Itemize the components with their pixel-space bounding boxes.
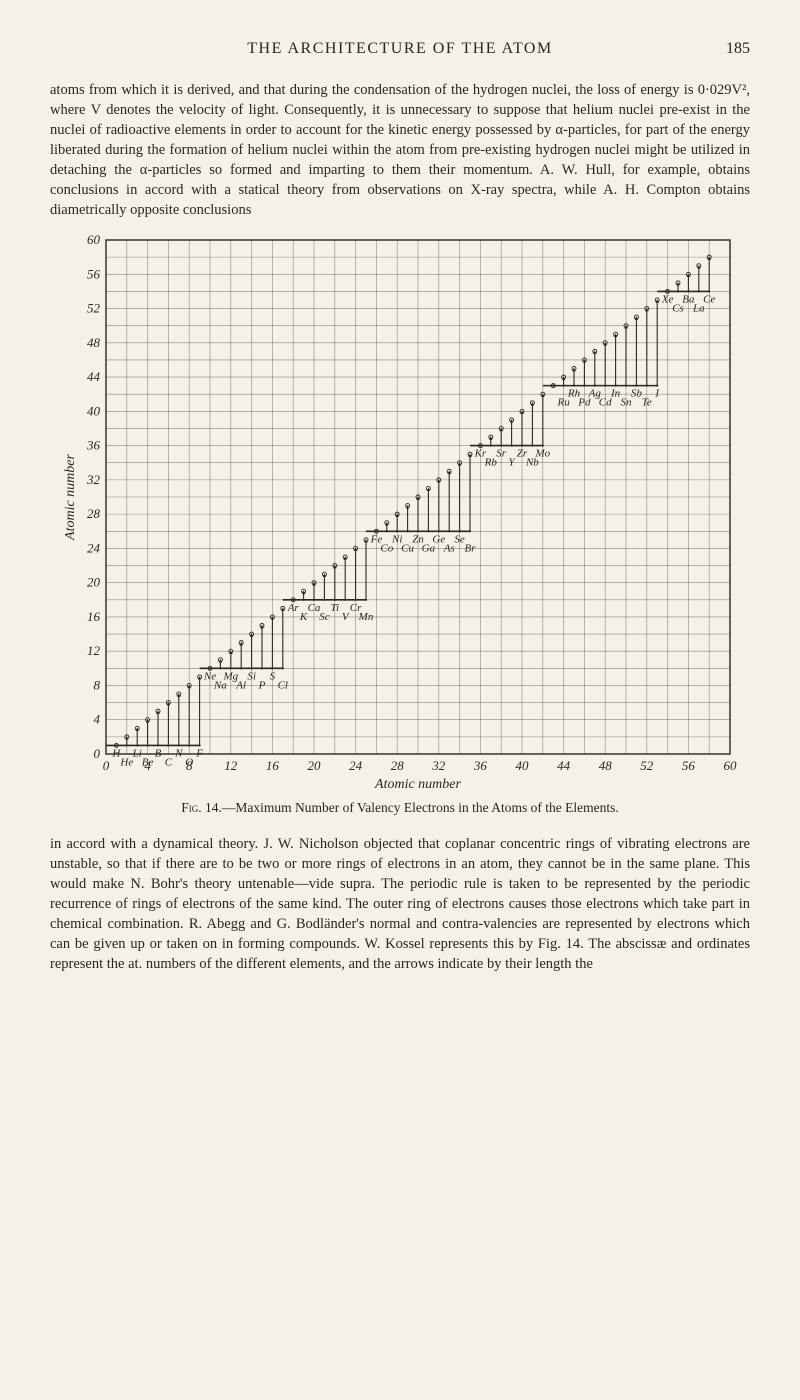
svg-text:Mo: Mo [534, 448, 550, 460]
svg-text:In: In [610, 388, 621, 400]
svg-text:N: N [174, 747, 183, 759]
svg-text:Cl: Cl [278, 679, 288, 691]
svg-text:O: O [185, 756, 193, 768]
svg-text:P: P [258, 679, 266, 691]
body-paragraph-1: atoms from which it is derived, and that… [50, 80, 750, 220]
svg-text:20: 20 [87, 575, 101, 590]
svg-text:8: 8 [94, 677, 101, 692]
svg-text:Ti: Ti [331, 602, 340, 614]
svg-text:12: 12 [224, 758, 238, 773]
svg-text:F: F [195, 747, 203, 759]
svg-text:32: 32 [431, 758, 446, 773]
svg-text:32: 32 [86, 472, 101, 487]
svg-text:Li: Li [132, 747, 142, 759]
page-number: 185 [710, 40, 750, 58]
svg-text:Sr: Sr [496, 448, 507, 460]
svg-text:28: 28 [391, 758, 405, 773]
svg-text:4: 4 [94, 712, 101, 727]
caption-text: —Maximum Number of Valency Electrons in … [222, 800, 619, 815]
svg-text:Atomic number: Atomic number [374, 777, 461, 792]
svg-text:20: 20 [308, 758, 322, 773]
svg-text:Si: Si [247, 670, 256, 682]
svg-text:24: 24 [87, 540, 101, 555]
svg-text:Te: Te [642, 397, 652, 409]
svg-text:Be: Be [142, 756, 154, 768]
svg-text:S: S [270, 670, 276, 682]
svg-text:Mn: Mn [358, 611, 374, 623]
svg-text:48: 48 [599, 758, 613, 773]
svg-text:48: 48 [87, 335, 101, 350]
svg-text:K: K [299, 611, 308, 623]
svg-text:60: 60 [87, 234, 101, 247]
svg-text:Sc: Sc [319, 611, 330, 623]
svg-text:0: 0 [103, 758, 110, 773]
caption-prefix: Fig. 14. [181, 800, 222, 815]
body-paragraph-2: in accord with a dynamical theory. J. W.… [50, 834, 750, 974]
svg-text:12: 12 [87, 643, 101, 658]
svg-text:40: 40 [87, 403, 101, 418]
svg-text:56: 56 [87, 266, 101, 281]
running-head: THE ARCHITECTURE OF THE ATOM [90, 40, 710, 58]
svg-text:Atomic number: Atomic number [63, 453, 78, 540]
svg-text:Br: Br [465, 542, 477, 554]
figure-caption: Fig. 14.—Maximum Number of Valency Elect… [50, 800, 750, 816]
svg-text:52: 52 [87, 301, 101, 316]
figure-14-chart: 0481216202428323640444852566048121620242… [60, 234, 740, 794]
svg-text:44: 44 [557, 758, 571, 773]
svg-text:16: 16 [87, 609, 101, 624]
svg-text:Ar: Ar [287, 602, 300, 614]
svg-text:He: He [119, 756, 133, 768]
svg-text:44: 44 [87, 369, 101, 384]
svg-text:40: 40 [516, 758, 530, 773]
svg-text:Se: Se [454, 533, 465, 545]
svg-text:Ce: Ce [703, 293, 715, 305]
svg-text:Sb: Sb [631, 388, 643, 400]
svg-text:B: B [155, 747, 162, 759]
svg-text:As: As [443, 542, 455, 554]
svg-text:C: C [165, 756, 173, 768]
svg-text:28: 28 [87, 506, 101, 521]
svg-text:36: 36 [86, 438, 101, 453]
svg-text:Al: Al [235, 679, 246, 691]
svg-text:16: 16 [266, 758, 280, 773]
svg-text:52: 52 [640, 758, 654, 773]
svg-text:0: 0 [94, 746, 101, 761]
svg-text:36: 36 [473, 758, 488, 773]
svg-text:24: 24 [349, 758, 363, 773]
svg-text:56: 56 [682, 758, 696, 773]
svg-text:60: 60 [724, 758, 738, 773]
